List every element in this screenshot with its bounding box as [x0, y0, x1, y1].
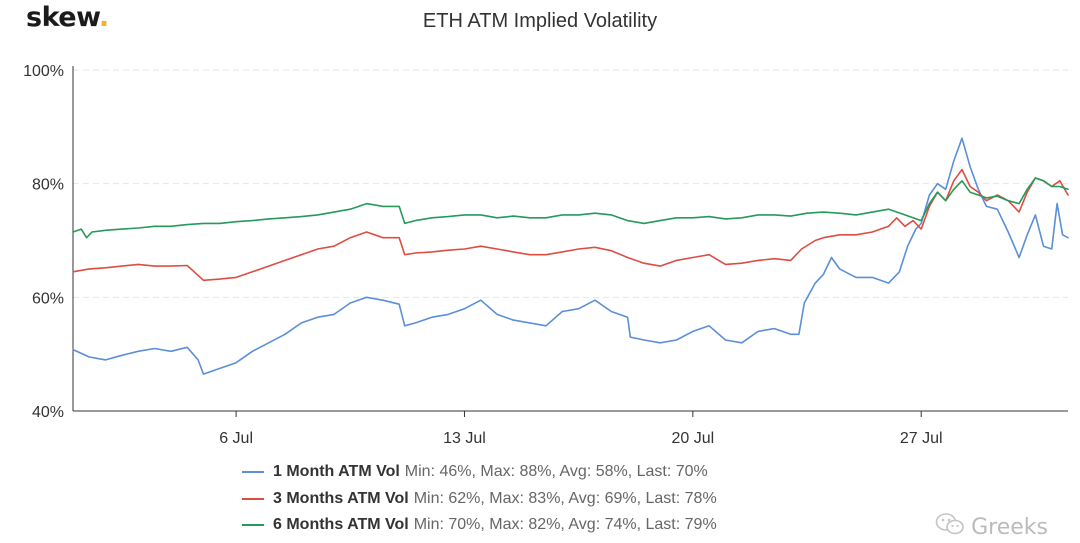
- grid-lines: [73, 69, 1068, 298]
- legend-stats-1m: Min: 46%, Max: 88%, Avg: 58%, Last: 70%: [404, 463, 708, 481]
- legend-item-3m[interactable]: 3 Months ATM Vol Min: 62%, Max: 83%, Avg…: [242, 486, 717, 513]
- legend-label-6m: 6 Months ATM Vol: [273, 516, 409, 534]
- y-tick-label: 60%: [32, 290, 64, 307]
- x-tick-label: 6 Jul: [219, 430, 253, 447]
- watermark-text: Greeks: [971, 514, 1048, 540]
- logo-text: skew: [26, 2, 99, 33]
- legend-label-1m: 1 Month ATM Vol: [273, 463, 400, 481]
- skew-logo: skew.: [26, 2, 109, 33]
- series-line-6m: [72, 177, 1069, 239]
- series-line-1m: [72, 137, 1069, 375]
- watermark: Greeks: [935, 512, 1048, 542]
- axes: 40% 60% 80% 100% 6 Jul 13 Jul 20 Jul 27 Jul: [23, 63, 1068, 447]
- x-tick-label: 13 Jul: [443, 430, 486, 447]
- wechat-icon: [935, 512, 965, 542]
- x-tick-label: 27 Jul: [900, 430, 943, 447]
- series-lines: [72, 137, 1069, 375]
- legend-label-3m: 3 Months ATM Vol: [273, 489, 409, 507]
- x-tick-label: 20 Jul: [671, 430, 714, 447]
- series-line-3m: [72, 168, 1069, 282]
- legend-item-1m[interactable]: 1 Month ATM Vol Min: 46%, Max: 88%, Avg:…: [242, 459, 717, 486]
- legend-swatch-1m: [242, 471, 264, 474]
- legend-swatch-3m: [242, 497, 264, 500]
- legend-stats-6m: Min: 70%, Max: 82%, Avg: 74%, Last: 79%: [413, 516, 717, 534]
- chart-title: ETH ATM Implied Volatility: [422, 10, 658, 32]
- chart-plot-area: 40% 60% 80% 100% 6 Jul 13 Jul 20 Jul 27 Jul: [23, 63, 1069, 447]
- legend-stats-3m: Min: 62%, Max: 83%, Avg: 69%, Last: 78%: [413, 489, 717, 507]
- logo-dot: .: [98, 2, 109, 33]
- y-tick-label: 80%: [32, 177, 64, 194]
- y-tick-label: 40%: [32, 404, 64, 421]
- chart-legend: 1 Month ATM Vol Min: 46%, Max: 88%, Avg:…: [242, 459, 717, 539]
- legend-item-6m[interactable]: 6 Months ATM Vol Min: 70%, Max: 82%, Avg…: [242, 512, 717, 539]
- y-tick-label: 100%: [23, 63, 64, 80]
- legend-swatch-6m: [242, 524, 264, 527]
